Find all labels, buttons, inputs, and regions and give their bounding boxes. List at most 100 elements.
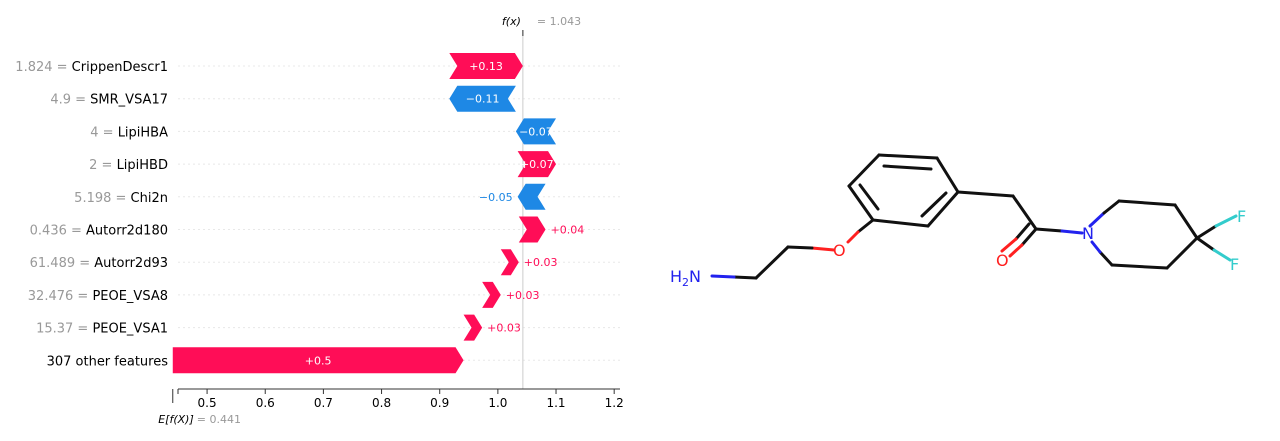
feature-name: Autorr2d93: [94, 256, 168, 271]
bond: [847, 184, 875, 222]
bar-value-label: −0.11: [466, 93, 500, 106]
feature-value: 1.824 =: [15, 60, 71, 75]
bond: [1173, 203, 1199, 240]
feature-labels: 1.824 = CrippenDescr1 4.9 = SMR_VSA17 4 = …: [15, 60, 168, 369]
feature-label: 5.198 = Chi2n: [74, 191, 168, 206]
bar-value-label: +0.13: [469, 60, 503, 73]
positive-bar: [517, 151, 557, 178]
bar-value-label: −0.05: [479, 191, 513, 204]
feature-name: 307 other features: [47, 354, 169, 369]
atom-ether-oxygen: O: [833, 241, 846, 260]
atom-fluorine-2: F: [1230, 255, 1239, 274]
bar-value-label: +0.07: [520, 158, 554, 171]
fx-value: = 1.043: [537, 15, 581, 28]
bar-value-label: +0.03: [506, 289, 540, 302]
bond: [926, 190, 960, 228]
feature-value: 32.476 =: [28, 289, 93, 304]
bond: [754, 245, 790, 280]
bar-value-label: +0.03: [524, 256, 558, 269]
bond: [1117, 199, 1177, 207]
atom-piperidine-nitrogen: N: [1082, 224, 1094, 243]
bars: [172, 53, 557, 374]
feature-value: 4 =: [90, 125, 117, 140]
bond: [847, 153, 881, 188]
x-tick-label: 0.8: [372, 396, 391, 410]
fx-label: f(x): [502, 15, 521, 28]
positive-bar: [482, 281, 501, 308]
bar-value-label: +0.03: [487, 322, 521, 335]
bar-value-label: +0.5: [305, 354, 332, 367]
bar-labels: +0.13 −0.11 −0.07 +0.07 −0.05 +0.04 +0.03 +0.03…: [305, 60, 584, 367]
bond: [877, 153, 939, 160]
x-tick-label: 1.2: [605, 396, 624, 410]
expected-value-label: E[f(X)]: [158, 413, 194, 426]
bond: [1214, 214, 1238, 228]
bond: [1212, 248, 1232, 262]
atom-fluorine-1: F: [1237, 207, 1246, 226]
waterfall-chart: +0.13 −0.11 −0.07 +0.07 −0.05 +0.04 +0.03 +0.03…: [15, 15, 623, 426]
bond: [1008, 243, 1024, 258]
x-tick-label: 1.0: [488, 396, 507, 410]
bond: [732, 275, 758, 280]
bond: [1102, 199, 1121, 215]
positive-bar: [463, 314, 483, 341]
feature-name: PEOE_VSA1: [92, 322, 168, 337]
feature-value: 2 =: [89, 158, 116, 173]
feature-label: 15.37 = PEOE_VSA1: [36, 322, 168, 337]
expected-value-value: = 0.441: [197, 413, 241, 426]
bond: [1000, 237, 1018, 253]
feature-label: 307 other features: [47, 354, 169, 369]
feature-label: 61.489 = Autorr2d93: [30, 256, 168, 271]
negative-bar: [449, 85, 516, 112]
bond: [1110, 263, 1169, 270]
x-tick-label: 0.7: [314, 396, 333, 410]
bond: [1014, 222, 1031, 241]
bond: [935, 156, 960, 194]
bar-value-label: −0.07: [519, 125, 553, 138]
feature-value: 0.436 =: [30, 224, 86, 239]
feature-value: 15.37 =: [36, 322, 92, 337]
bond: [786, 245, 814, 250]
feature-name: LipiHBA: [118, 125, 168, 140]
feature-value: 4.9 =: [50, 93, 90, 108]
feature-label: 4.9 = SMR_VSA17: [50, 93, 168, 108]
x-tick-label: 1.1: [546, 396, 565, 410]
feature-label: 2 = LipiHBD: [89, 158, 168, 173]
bond: [710, 274, 736, 279]
bond: [1060, 229, 1084, 235]
bond: [1090, 240, 1102, 254]
bond: [1020, 227, 1038, 247]
bond: [956, 190, 1015, 198]
feature-name: CrippenDescr1: [72, 60, 168, 75]
bond: [1195, 236, 1216, 252]
x-tick-label: 0.6: [256, 396, 275, 410]
feature-label: 4 = LipiHBA: [90, 125, 168, 140]
positive-bar: [500, 249, 519, 276]
feature-value: 61.489 =: [30, 256, 95, 271]
bond: [1034, 227, 1064, 233]
positive-bar: [518, 216, 546, 243]
bond: [920, 191, 948, 218]
atom-carbonyl-oxygen: O: [996, 251, 1009, 270]
bond: [810, 246, 836, 252]
feature-name: Autorr2d180: [86, 224, 168, 239]
bond: [1011, 194, 1038, 231]
feature-label: 1.824 = CrippenDescr1: [15, 60, 168, 75]
feature-label: 0.436 = Autorr2d180: [30, 224, 168, 239]
feature-name: PEOE_VSA8: [92, 289, 168, 304]
x-tick-label: 0.5: [198, 396, 217, 410]
bond: [1165, 236, 1199, 270]
atom-amine: H2N: [670, 267, 701, 289]
bar-value-label: +0.04: [551, 224, 585, 237]
feature-name: SMR_VSA17: [90, 93, 168, 108]
feature-name: Chi2n: [131, 191, 168, 206]
x-axis: 0.5 0.6 0.7 0.8 0.9 1.0 1.1 1.2: [172, 388, 624, 410]
feature-name: LipiHBD: [117, 158, 168, 173]
negative-bar: [515, 118, 557, 145]
positive-bar: [172, 347, 464, 374]
bond: [1098, 250, 1114, 267]
feature-value: 5.198 =: [74, 191, 130, 206]
bond: [1088, 211, 1106, 228]
negative-bar: [517, 183, 546, 210]
